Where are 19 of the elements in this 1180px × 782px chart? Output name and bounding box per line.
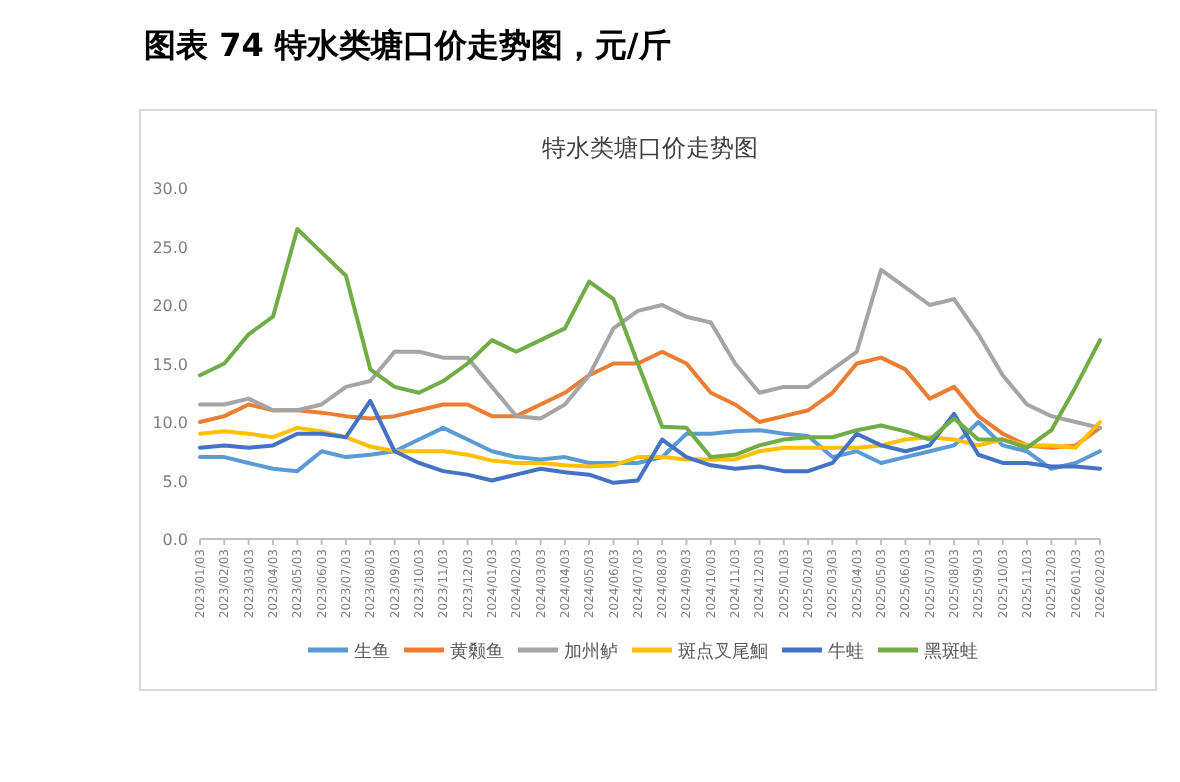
legend-label: 牛蛙 (828, 641, 864, 663)
y-tick-label: 15.0 (152, 355, 188, 374)
y-tick-label: 30.0 (152, 180, 188, 198)
y-tick-label: 20.0 (152, 297, 188, 315)
chart-subtitle: 特水类塘口价走势图 (542, 134, 758, 162)
line-series (198, 226, 1102, 460)
y-tick-label: 10.0 (152, 414, 188, 432)
y-tick-label: 0.0 (162, 531, 188, 549)
chart-title: 图表 74 特水类塘口价走势图，元/斤 (144, 26, 671, 64)
y-tick-label: 25.0 (152, 238, 188, 257)
line-series (198, 267, 1102, 430)
legend-label: 黑斑蛙 (924, 641, 978, 663)
line-series (198, 398, 1102, 485)
legend-label: 斑点叉尾鮰 (678, 641, 768, 663)
legend-label: 加州鲈 (564, 641, 618, 663)
legend-label: 黄颡鱼 (450, 641, 504, 663)
line-series (198, 349, 1102, 450)
y-tick-label: 5.0 (162, 472, 188, 491)
legend-label: 生鱼 (354, 641, 390, 663)
